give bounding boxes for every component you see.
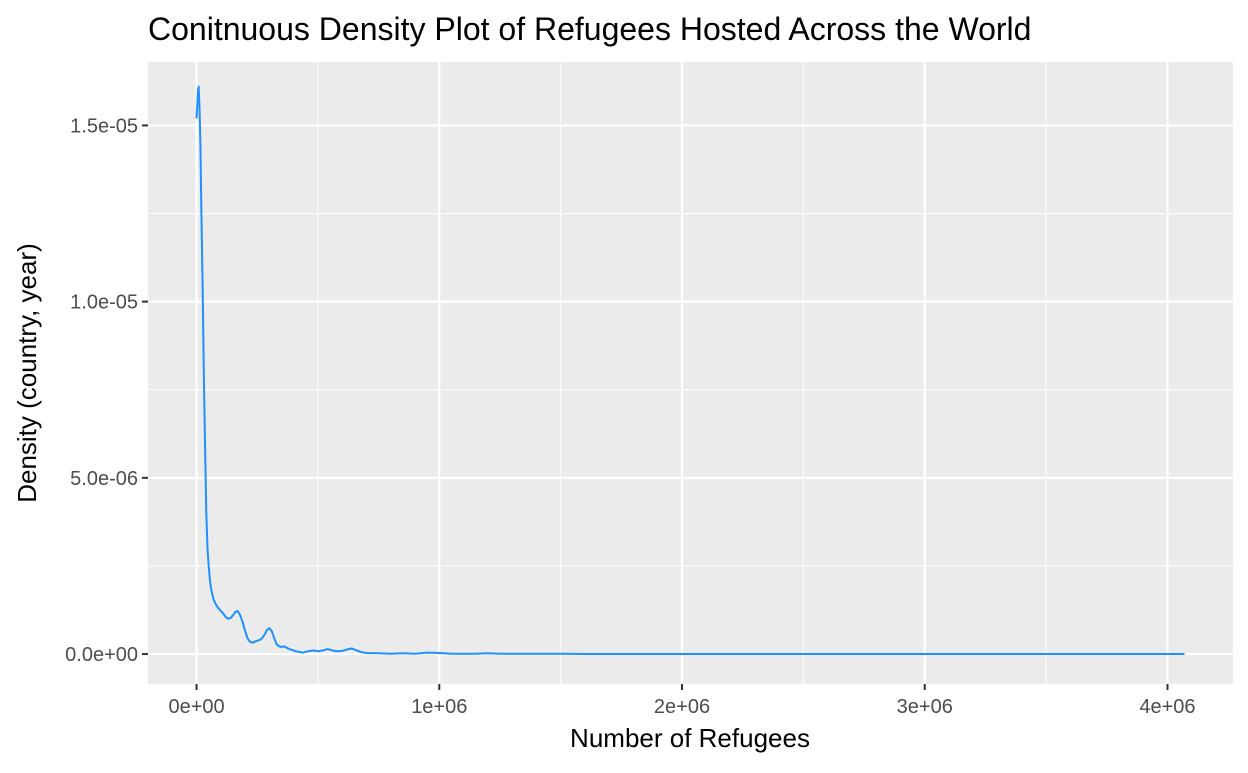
plot-panel — [148, 62, 1233, 684]
y-axis-title: Density (country, year) — [12, 243, 42, 503]
x-tick-label: 3e+06 — [897, 696, 953, 718]
x-tick-label: 0e+00 — [168, 696, 224, 718]
x-tick-label: 2e+06 — [654, 696, 710, 718]
x-tick-label: 4e+06 — [1139, 696, 1195, 718]
y-tick-label: 0.0e+00 — [65, 644, 138, 666]
y-tick-label: 5.0e-06 — [70, 468, 138, 490]
x-axis-title: Number of Refugees — [570, 723, 810, 753]
series-layer — [195, 85, 1185, 655]
y-tick-label: 1.5e-05 — [70, 115, 138, 137]
chart-title: Conitnuous Density Plot of Refugees Host… — [148, 11, 1031, 47]
density-line — [195, 85, 1185, 655]
x-tick-label: 1e+06 — [411, 696, 467, 718]
panel-background — [148, 62, 1233, 684]
axis-ticks: 0e+00 1e+06 2e+06 3e+06 4e+06 0.0e+00 5.0e-06 1… — [65, 115, 1195, 718]
y-tick-label: 1.0e-05 — [70, 292, 138, 314]
